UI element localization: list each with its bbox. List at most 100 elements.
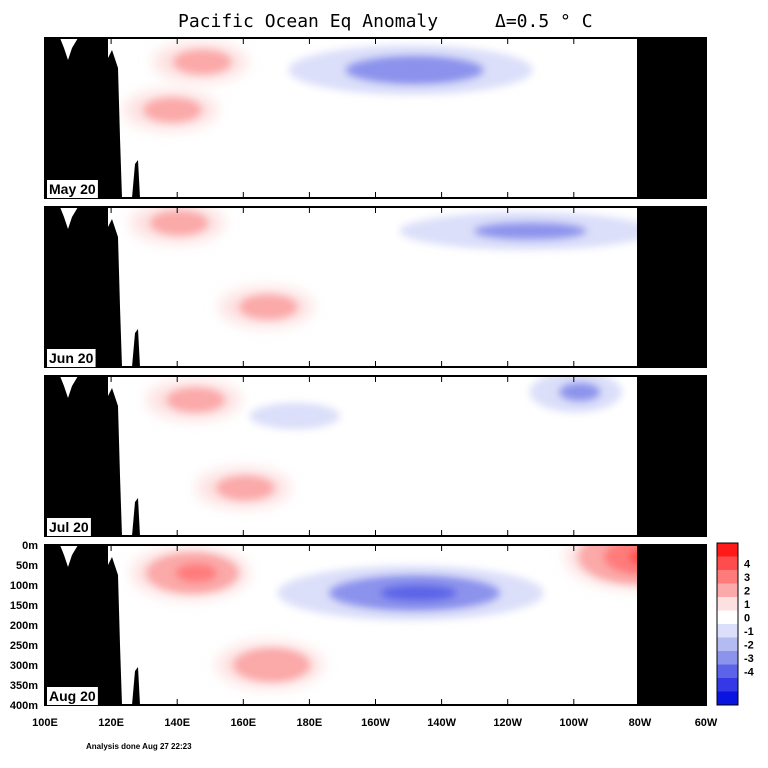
land-east [637, 207, 706, 367]
contour-level [166, 387, 225, 413]
contour-level [380, 585, 457, 601]
contour-level [473, 222, 587, 240]
y-tick-label: 150m [10, 600, 38, 612]
panel-label: Jun 20 [49, 350, 94, 366]
cold-anomaly-1 [251, 561, 566, 625]
y-tick-label: 350m [10, 680, 38, 692]
land-west [45, 545, 108, 705]
colorbar-label: 1 [744, 599, 750, 611]
x-tick-label: 120E [98, 717, 124, 729]
colorbar-swatch [717, 543, 738, 557]
panel-3: Jul 20 [44, 375, 707, 537]
warm-anomaly-2 [153, 42, 248, 82]
panel-frame [44, 37, 707, 199]
land-west [45, 38, 108, 198]
contour-level [559, 382, 601, 402]
panel-label: Jul 20 [49, 519, 89, 535]
warm-anomaly-4 [196, 468, 291, 508]
ridge-spike [108, 219, 122, 367]
anomaly-field [131, 545, 706, 688]
x-tick-label: 140E [164, 717, 190, 729]
colorbar-swatch [717, 624, 738, 638]
contour-level [175, 563, 217, 583]
x-tick-label: 160E [230, 717, 256, 729]
panel-1: May 20 [44, 37, 707, 199]
x-tick-label: 180E [297, 717, 323, 729]
y-tick-label: 100m [10, 580, 38, 592]
ridge-spike [108, 50, 122, 198]
warm-anomaly-2 [130, 207, 225, 243]
panels: May 20 Jun 20 Jul 20 Aug 20 [44, 37, 707, 706]
panel-label-bg [47, 349, 96, 367]
anomaly-field [123, 40, 558, 130]
panel-frame [44, 375, 707, 537]
colorbar-label: -2 [744, 639, 754, 651]
colorbar-swatch [717, 651, 738, 665]
land-west [45, 207, 108, 367]
cold-anomaly-1 [259, 40, 558, 100]
y-tick-label: 0m [22, 540, 38, 552]
colorbar-frame [716, 542, 739, 706]
cold-anomaly-1 [362, 207, 687, 255]
colorbar-swatch [717, 691, 738, 705]
coast-gap [60, 38, 78, 60]
contour-level [216, 475, 275, 501]
land-east [637, 38, 706, 198]
land-west [45, 376, 108, 536]
island-spike [132, 160, 140, 198]
warm-anomaly-3 [216, 642, 323, 688]
contour-interval: Δ=0.5 ° C [495, 11, 593, 32]
colorbar-label: -1 [744, 626, 754, 638]
colorbar-label: 0 [744, 612, 750, 624]
panel-frame [44, 544, 707, 706]
x-tick-label: 140W [427, 717, 456, 729]
panel-2: Jun 20 [44, 206, 707, 368]
land-east [637, 545, 706, 705]
ridge-spike [108, 388, 122, 536]
colorbar-swatch [717, 556, 738, 570]
coast-gap [60, 376, 78, 398]
island-spike [132, 329, 140, 367]
y-tick-label: 50m [16, 560, 38, 572]
island-spike [132, 498, 140, 536]
x-tick-label: 100W [559, 717, 588, 729]
warm-anomaly-3 [146, 380, 241, 420]
panel-label: May 20 [49, 181, 96, 197]
warm-anomaly-3 [123, 90, 218, 130]
land-east [637, 376, 706, 536]
colorbar-swatch [717, 637, 738, 651]
coast-gap [60, 545, 78, 567]
panel-label-bg [47, 687, 98, 705]
anomaly-field [146, 376, 633, 508]
colorbar-swatch [717, 664, 738, 678]
coast-gap [60, 207, 78, 229]
y-tick-label: 300m [10, 660, 38, 672]
panel-4: Aug 20 [44, 544, 707, 706]
ridge-spike [108, 557, 122, 705]
footer-note: Analysis done Aug 27 22:23 [86, 742, 192, 751]
anomaly-field [130, 207, 687, 327]
contour-level [173, 49, 232, 75]
panel-label: Aug 20 [49, 688, 96, 704]
colorbar-swatch [717, 597, 738, 611]
y-tick-label: 250m [10, 640, 38, 652]
contour-level [143, 97, 202, 123]
contour-level [250, 654, 298, 676]
y-axis: 0m 50m 100m 150m 200m 250m 300m 350m 400m [10, 540, 38, 712]
colorbar-label: -4 [744, 666, 755, 678]
colorbar-swatch [717, 583, 738, 597]
x-tick-label: 120W [493, 717, 522, 729]
contour-level [268, 408, 325, 424]
cold-anomaly-2 [514, 376, 633, 418]
colorbar-swatch [717, 678, 738, 692]
island-spike [132, 667, 140, 705]
contour-level [239, 294, 298, 320]
contour-level [374, 61, 460, 79]
cold-anomaly-1 [230, 398, 356, 434]
colorbar: 4 32 10 -1-2 -3-4 [716, 542, 755, 706]
x-tick-label: 160W [361, 717, 390, 729]
chart-title: Pacific Ocean Eq Anomaly [178, 11, 438, 32]
colorbar-swatch [717, 610, 738, 624]
warm-anomaly-2 [131, 547, 250, 599]
